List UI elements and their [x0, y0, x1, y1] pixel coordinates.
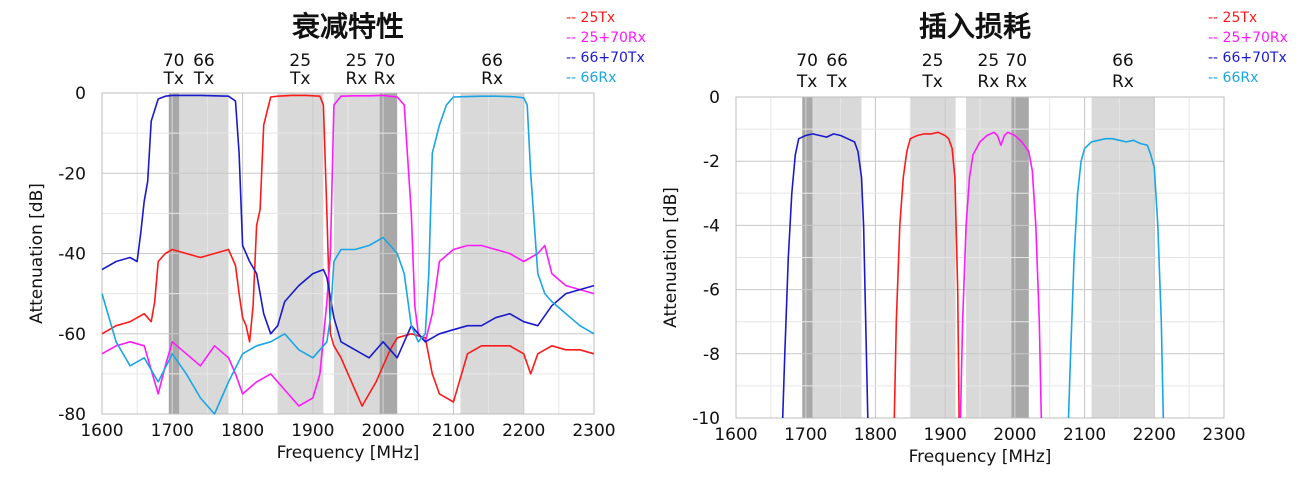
band-label-bottom: Rx [481, 69, 503, 89]
x-tick-label: 1700 [151, 421, 194, 441]
x-tick-label: 2300 [1202, 425, 1245, 445]
chart-title: 插入损耗 [919, 10, 1031, 43]
series-line-66Rx [101, 95, 595, 415]
band-label-bottom: Tx [289, 69, 310, 89]
x-tick-label: 2200 [502, 421, 545, 441]
legend-entry: -- 25+70Rx [566, 30, 646, 46]
x-tick-label: 1900 [924, 425, 967, 445]
chart-panel-2: 1600 1700 1800 1900 2000 2100 2200 2300 0 -2 -4 -6 -… [661, 10, 1288, 467]
y-axis-label: Attenuation [dB] [661, 187, 681, 328]
band-label-bottom: Rx [374, 69, 396, 89]
x-tick-label: 1800 [854, 425, 897, 445]
x-axis-label: Frequency [MHz] [277, 443, 420, 463]
band-label-top: 66 [1112, 51, 1134, 71]
y-tick-label: -60 [58, 325, 86, 345]
y-tick-label: -2 [703, 152, 720, 172]
chart-title: 衰减特性 [292, 10, 404, 43]
x-tick-label: 2100 [432, 421, 475, 441]
chart-panel-1: 1600 1700 1800 1900 2000 2100 2200 2300 0 -20 -40 -… [27, 10, 646, 463]
y-tick-label: 0 [709, 88, 720, 108]
x-tick-label: 1800 [221, 421, 264, 441]
band-label-top: 70 [1005, 51, 1027, 71]
x-tick-label: 2000 [993, 425, 1036, 445]
x-tick-label: 2000 [362, 421, 405, 441]
legend-entry: -- 66+70Tx [1208, 50, 1287, 66]
plot-frame [101, 92, 595, 415]
band-label-top: 25 [978, 51, 1000, 71]
series-line-66Rx [1067, 137, 1165, 419]
x-tick-label: 1900 [291, 421, 334, 441]
band-label-top: 25 [922, 51, 944, 71]
plot-frame [735, 96, 1225, 419]
legend-entry: -- 25+70Rx [1208, 30, 1288, 46]
y-tick-label: -4 [703, 216, 720, 236]
band-label-top: 70 [163, 51, 185, 71]
x-tick-label: 2200 [1133, 425, 1176, 445]
legend-entry: -- 25Tx [566, 10, 615, 26]
band-label-bottom: Tx [921, 72, 942, 92]
x-tick-label: 1600 [80, 421, 123, 441]
band-label-bottom: Tx [162, 69, 183, 89]
band-label-top: 25 [289, 51, 311, 71]
legend-entry: -- 66Rx [566, 70, 616, 86]
band-label-bottom: Tx [193, 69, 214, 89]
band-label-top: 25 [346, 51, 368, 71]
y-tick-label: -10 [692, 409, 720, 429]
y-axis-label: Attenuation [dB] [27, 183, 47, 324]
band-label-bottom: Rx [345, 69, 367, 89]
x-tick-label: 2100 [1063, 425, 1106, 445]
legend-entry: -- 66+70Tx [566, 50, 645, 66]
series-line-66plus70Tx [101, 94, 595, 359]
band-label-bottom: Rx [1112, 72, 1134, 92]
x-axis-label: Frequency [MHz] [909, 447, 1052, 467]
band-label-top: 70 [374, 51, 396, 71]
y-tick-label: -40 [58, 245, 86, 265]
y-tick-label: 0 [75, 84, 86, 104]
x-tick-label: 1600 [714, 425, 757, 445]
y-tick-label: -8 [703, 345, 720, 365]
band-label-top: 70 [796, 51, 818, 71]
y-tick-label: -6 [703, 281, 720, 301]
legend-entry: -- 25Tx [1208, 10, 1257, 26]
band-label-bottom: Rx [1005, 72, 1027, 92]
y-tick-label: -20 [58, 164, 86, 184]
series-line-25plus70Rx [101, 94, 595, 407]
series-line-66plus70Tx [781, 133, 869, 419]
series-line-25Tx [101, 94, 595, 407]
band-label-bottom: Tx [826, 72, 847, 92]
band-label-top: 66 [193, 51, 215, 71]
x-tick-label: 1700 [784, 425, 827, 445]
series-line-25plus70Rx [959, 131, 1043, 419]
band-label-top: 66 [826, 51, 848, 71]
band-label-top: 66 [481, 51, 503, 71]
x-tick-label: 2300 [572, 421, 615, 441]
legend-entry: -- 66Rx [1208, 70, 1258, 86]
y-tick-label: -80 [58, 405, 86, 425]
series-line-25Tx [893, 131, 960, 419]
band-label-bottom: Rx [977, 72, 999, 92]
band-label-bottom: Tx [796, 72, 817, 92]
